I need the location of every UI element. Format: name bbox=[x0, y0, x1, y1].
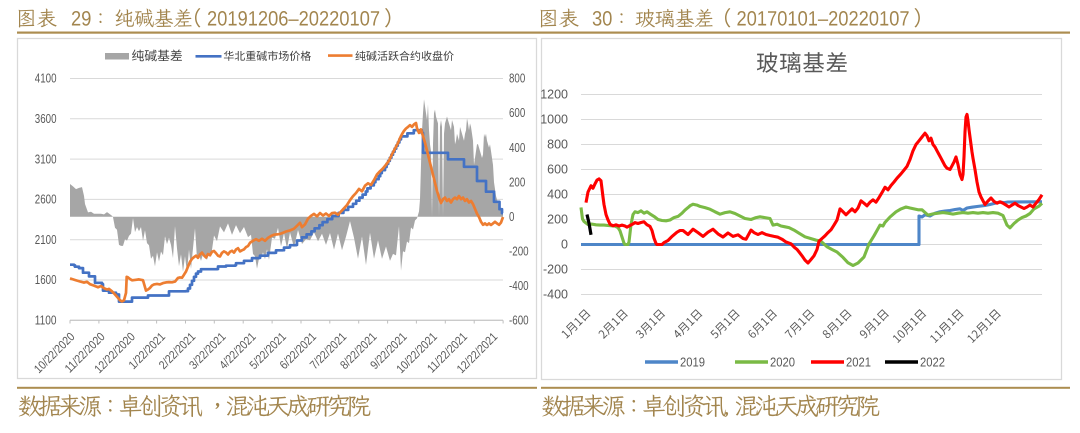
svg-text:1200: 1200 bbox=[540, 88, 568, 102]
svg-text:-400: -400 bbox=[543, 288, 568, 302]
svg-text:2019: 2019 bbox=[680, 355, 705, 370]
svg-text:2100: 2100 bbox=[35, 233, 57, 247]
svg-text:800: 800 bbox=[509, 72, 525, 86]
svg-text:4100: 4100 bbox=[35, 72, 57, 86]
svg-text:3100: 3100 bbox=[35, 152, 57, 166]
svg-text:-400: -400 bbox=[509, 279, 529, 293]
svg-text:1100: 1100 bbox=[35, 314, 57, 328]
svg-text:0: 0 bbox=[509, 210, 514, 224]
svg-text:1600: 1600 bbox=[35, 273, 57, 287]
svg-text:400: 400 bbox=[509, 141, 525, 155]
svg-text:-600: -600 bbox=[509, 314, 529, 328]
svg-text:400: 400 bbox=[547, 188, 568, 202]
svg-text:-200: -200 bbox=[509, 244, 529, 258]
svg-text:2022: 2022 bbox=[920, 355, 945, 370]
svg-text:600: 600 bbox=[547, 163, 568, 177]
svg-text:600: 600 bbox=[509, 106, 525, 120]
svg-text:0: 0 bbox=[561, 238, 568, 252]
svg-text:-200: -200 bbox=[543, 263, 568, 277]
svg-text:2021: 2021 bbox=[846, 355, 871, 370]
svg-text:1000: 1000 bbox=[540, 113, 568, 127]
svg-text:800: 800 bbox=[547, 138, 568, 152]
svg-text:200: 200 bbox=[547, 213, 568, 227]
svg-text:3600: 3600 bbox=[35, 112, 57, 126]
svg-text:2020: 2020 bbox=[770, 355, 795, 370]
svg-text:2600: 2600 bbox=[35, 193, 57, 207]
svg-text:200: 200 bbox=[509, 175, 525, 189]
